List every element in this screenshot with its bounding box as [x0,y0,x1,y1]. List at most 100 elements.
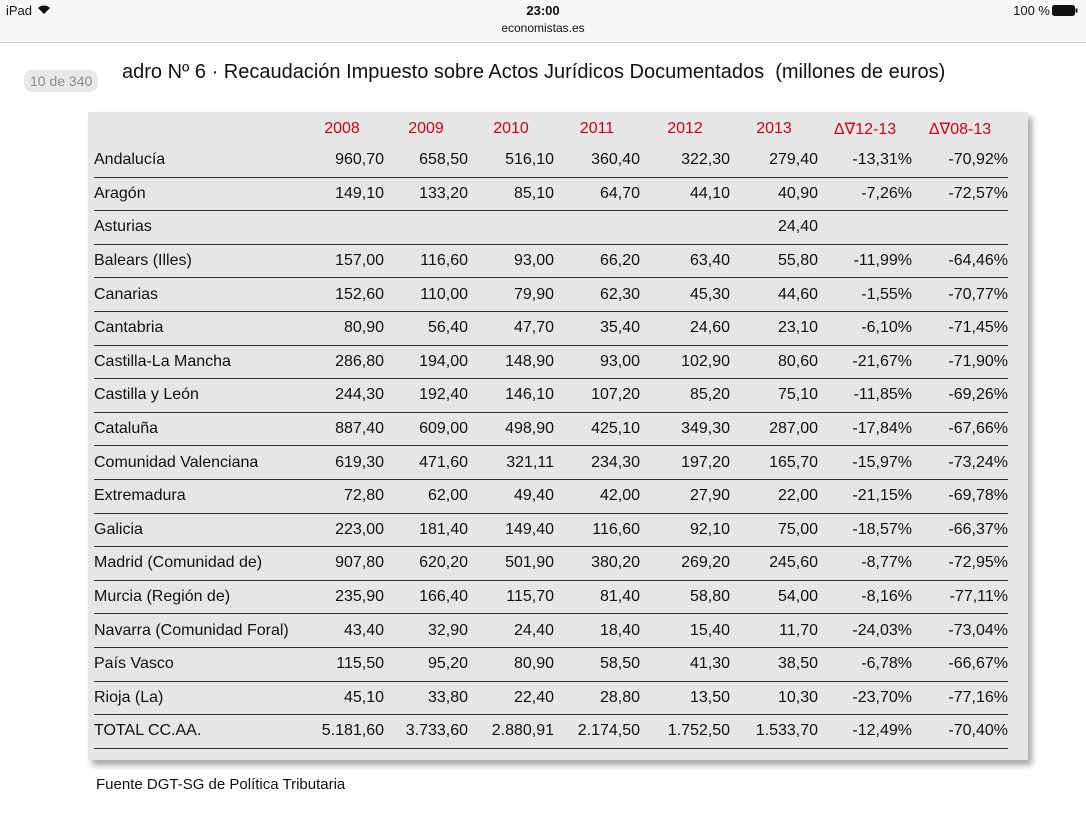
cell-value: 149,10 [300,177,384,212]
cell-value: 620,20 [384,546,468,581]
cell-value: 72,80 [300,479,384,514]
cell-value: -77,11% [912,580,1008,615]
region-name: Canarias [94,277,300,312]
battery-level: 100 % [1013,3,1050,18]
cell-value: 110,00 [384,277,468,312]
cell-value: 115,70 [468,580,554,615]
cell-value: 45,30 [640,277,730,312]
cell-value: -21,15% [818,479,912,514]
table-row: Castilla y León 244,30 192,40 146,10 107,20 8… [94,378,1008,413]
cell-value: 148,90 [468,345,554,380]
cell-value: 498,90 [468,412,554,447]
cell-value: -71,90% [912,345,1008,380]
cell-value: 181,40 [384,513,468,548]
cell-value: 3.733,60 [384,714,468,749]
region-name: Castilla-La Mancha [94,345,300,380]
cell-value: -8,77% [818,546,912,581]
cell-value: -70,77% [912,277,1008,312]
cell-value: 245,60 [730,546,818,581]
cell-value: -66,67% [912,647,1008,682]
cell-value: 887,40 [300,412,384,447]
cell-value: 2.174,50 [554,714,640,749]
cell-value: 58,50 [554,647,640,682]
cell-value: -67,66% [912,412,1008,447]
cell-value: 55,80 [730,244,818,279]
cell-value: -7,26% [818,177,912,212]
cell-value: 56,40 [384,311,468,346]
cell-value: 321,11 [468,445,554,480]
cell-value [554,210,640,245]
cell-value: -24,03% [818,613,912,648]
cell-value [818,210,912,245]
cell-value: 223,00 [300,513,384,548]
cell-value: -73,04% [912,613,1008,648]
region-name: Galicia [94,513,300,548]
column-header: 2010 [493,120,529,137]
cell-value: 166,40 [384,580,468,615]
cell-value: 102,90 [640,345,730,380]
cell-value: 360,40 [554,144,640,178]
cell-value: -1,55% [818,277,912,312]
table-row: Castilla-La Mancha 286,80 194,00 148,90 93,0… [94,345,1008,380]
cell-value: 960,70 [300,144,384,178]
region-name: País Vasco [94,647,300,682]
region-name: Aragón [94,177,300,212]
cell-value: 152,60 [300,277,384,312]
table-row: Cantabria 80,90 56,40 47,70 35,40 24,60 23,10-… [94,311,1008,346]
column-header: Δ∇08-13 [928,121,992,138]
cell-value: -72,95% [912,546,1008,581]
region-name: Asturias [94,210,300,245]
table-row: Murcia (Región de) 235,90 166,40 115,70 81,4… [94,580,1008,615]
cell-value: -6,10% [818,311,912,346]
cell-value: 24,40 [468,613,554,648]
column-header: 2011 [579,120,615,137]
table-row: Comunidad Valenciana 619,30 471,60 321,11 23… [94,445,1008,480]
region-name: Murcia (Región de) [94,580,300,615]
cell-value: 33,80 [384,681,468,716]
cell-value: 81,40 [554,580,640,615]
cell-value: 47,70 [468,311,554,346]
table-row: País Vasco 115,50 95,20 80,90 58,50 41,30 38,5… [94,647,1008,682]
cell-value: 75,00 [730,513,818,548]
cell-value: 244,30 [300,378,384,413]
cell-value: 43,40 [300,613,384,648]
table-row: Cataluña 887,40 609,00 498,90 425,10 349,30 28… [94,412,1008,447]
cell-value: 501,90 [468,546,554,581]
cell-value: -70,40% [912,714,1008,749]
table-row: Asturias 24,40 [94,210,1008,245]
table-row: Aragón 149,10 133,20 85,10 64,70 44,10 40,90 -7… [94,177,1008,212]
column-header: 2008 [324,120,360,137]
cell-value: 157,00 [300,244,384,279]
cell-value: 62,00 [384,479,468,514]
cell-value: -66,37% [912,513,1008,548]
region-name: Rioja (La) [94,681,300,716]
url[interactable]: economistas.es [501,21,585,35]
table-row: Madrid (Comunidad de) 907,80 620,20 501,90 3… [94,546,1008,581]
cell-value [300,210,384,245]
cell-value: 93,00 [468,244,554,279]
cell-value: 80,90 [468,647,554,682]
source-note: Fuente DGT-SG de Política Tributaria [96,776,346,793]
status-bar: iPad 23:00 economistas.es 100 % [0,0,1086,43]
header-cell [94,114,300,144]
cell-value: 516,10 [468,144,554,178]
cell-value: 287,00 [730,412,818,447]
cell-value: 658,50 [384,144,468,178]
total-row: TOTAL CC.AA. 5.181,60 3.733,60 2.880,91 2.17… [94,714,1008,749]
table-row: Navarra (Comunidad Foral) 43,40 32,90 24,40… [94,613,1008,648]
cell-value: 194,00 [384,345,468,380]
cell-value: -64,46% [912,244,1008,279]
table-row: Galicia 223,00 181,40 149,40 116,60 92,10 75,0… [94,513,1008,548]
cell-value: 286,80 [300,345,384,380]
cell-value: 107,20 [554,378,640,413]
region-name: TOTAL CC.AA. [94,714,300,749]
device-name: iPad [6,3,33,18]
region-name: Navarra (Comunidad Foral) [94,613,300,648]
cell-value: 10,30 [730,681,818,716]
cell-value: 15,40 [640,613,730,648]
region-name: Extremadura [94,479,300,514]
region-name: Comunidad Valenciana [94,445,300,480]
cell-value: 40,90 [730,177,818,212]
cell-value: 93,00 [554,345,640,380]
